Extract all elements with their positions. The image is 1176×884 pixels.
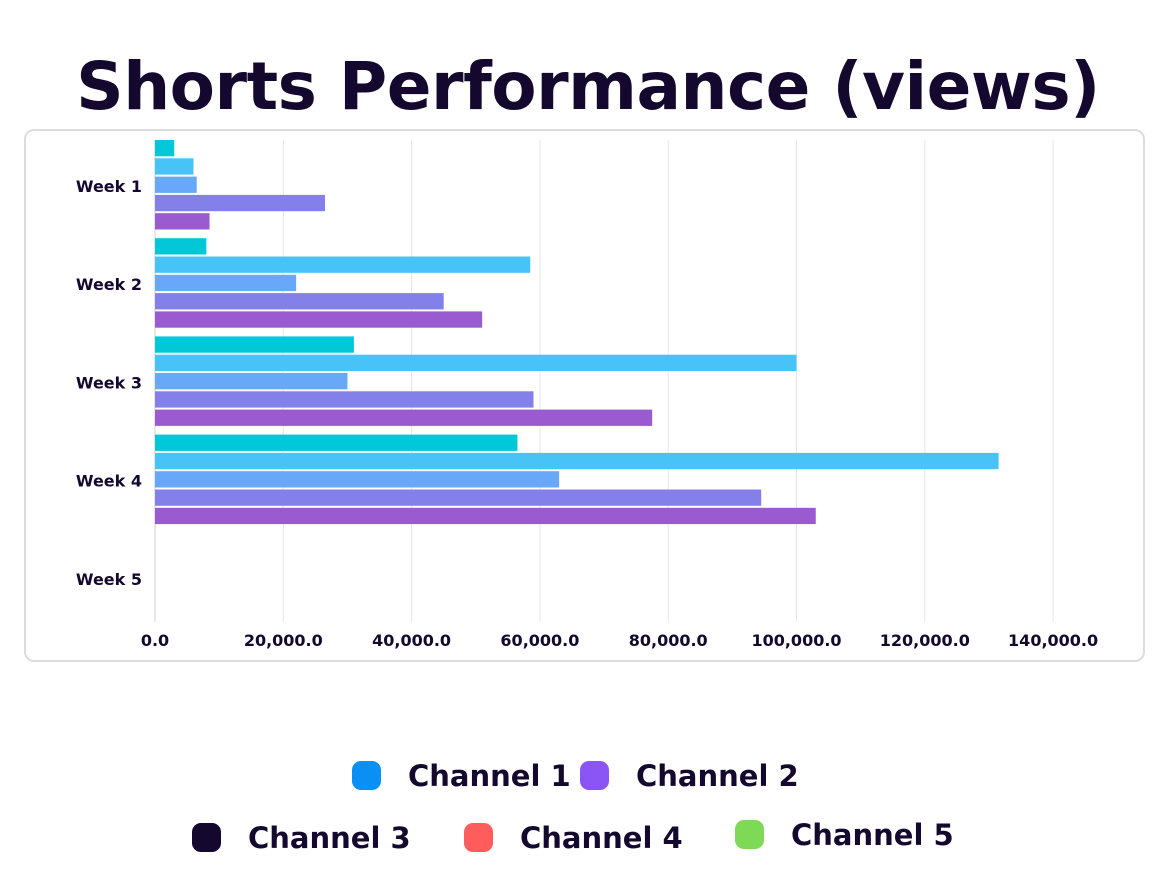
legend-swatch-channel-5 xyxy=(735,820,764,849)
legend-row-1: Channel 1 Channel 2 xyxy=(0,757,1176,797)
bar xyxy=(155,471,560,488)
legend-label-channel-1: Channel 1 xyxy=(408,759,571,793)
bar xyxy=(155,452,999,470)
bar xyxy=(155,336,354,353)
x-tick-label: 20,000.0 xyxy=(244,631,323,650)
y-tick-label: Week 3 xyxy=(76,373,142,392)
bar xyxy=(155,293,444,310)
bar xyxy=(155,158,194,175)
x-tick-label: 80,000.0 xyxy=(629,631,708,650)
legend-label-channel-2: Channel 2 xyxy=(636,759,799,793)
bar xyxy=(155,256,531,273)
bar xyxy=(155,373,348,390)
x-tick-label: 40,000.0 xyxy=(372,631,451,650)
bar xyxy=(155,391,534,408)
y-tick-label: Week 1 xyxy=(76,177,142,196)
bar-chart: Week 1 Week 2 Week 3 Week 4 Week 5 0.0 20,000.… xyxy=(76,140,1098,650)
bar xyxy=(155,489,762,506)
bar xyxy=(155,140,175,157)
y-tick-label: Week 5 xyxy=(76,570,142,589)
x-tick-label: 100,000.0 xyxy=(751,631,841,650)
bar xyxy=(155,194,325,212)
legend-swatch-channel-1 xyxy=(352,761,381,790)
y-tick-label: Week 2 xyxy=(76,275,142,294)
bar xyxy=(155,409,653,426)
x-tick-label: 0.0 xyxy=(141,631,169,650)
bar xyxy=(155,274,297,292)
plot-area xyxy=(24,129,1145,662)
chart-title: Shorts Performance (views) xyxy=(76,48,1100,125)
y-tick-label: Week 4 xyxy=(76,472,142,491)
legend-label-channel-5: Channel 5 xyxy=(791,818,954,852)
bar xyxy=(155,434,518,451)
x-tick-label: 120,000.0 xyxy=(880,631,970,650)
legend-swatch-channel-2 xyxy=(580,761,609,790)
bar xyxy=(155,354,797,371)
bar xyxy=(155,507,816,525)
legend-label-channel-3: Channel 3 xyxy=(248,821,411,855)
x-tick-label: 60,000.0 xyxy=(500,631,579,650)
legend-label-channel-4: Channel 4 xyxy=(520,821,683,855)
bar xyxy=(155,238,207,255)
legend-row-2: Channel 3 Channel 4 Channel 5 xyxy=(0,818,1176,859)
legend-swatch-channel-4 xyxy=(464,823,493,852)
legend-swatch-channel-3 xyxy=(192,823,221,852)
x-tick-label: 140,000.0 xyxy=(1008,631,1098,650)
bar xyxy=(155,213,210,230)
bar xyxy=(155,311,483,328)
bar xyxy=(155,176,197,193)
